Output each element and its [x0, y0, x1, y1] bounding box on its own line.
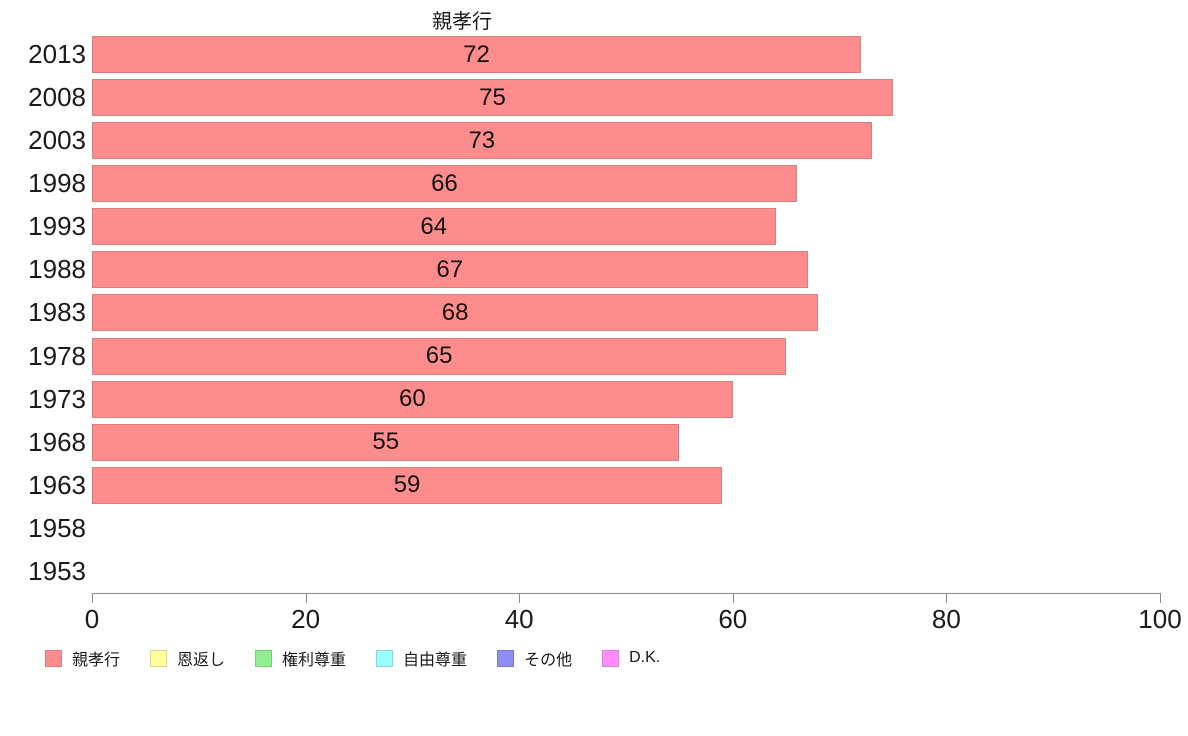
y-axis-label: 1953	[28, 555, 86, 586]
legend-item: D.K.	[602, 649, 660, 667]
bar: 59	[92, 466, 723, 504]
bar-value-label: 64	[420, 212, 448, 240]
chart-row: 1978 65	[0, 335, 1188, 378]
y-axis-label: 1973	[28, 383, 86, 414]
bar-value-label: 60	[399, 385, 426, 413]
bar-value-label: 73	[468, 126, 496, 154]
chart-row: 1953	[0, 550, 1188, 593]
chart-row: 1993 64	[0, 205, 1188, 248]
legend-label: 恩返し	[177, 652, 226, 669]
chart-row: 1988 67	[0, 248, 1188, 291]
chart-row: 1963 59	[0, 464, 1188, 507]
bar-value-label: 59	[393, 471, 421, 499]
y-axis-label: 1993	[28, 211, 86, 242]
y-axis-label: 2003	[28, 125, 86, 156]
bar-value-label: 68	[441, 298, 469, 326]
bar: 72	[92, 36, 861, 74]
legend: 親孝行 恩返し 権利尊重 自由尊重 その他 D.K.	[45, 646, 660, 670]
plot-area: 2013 72 2008 75 2003 73 1998 66 1993 64 1988 67 1983…	[0, 33, 1188, 593]
x-axis-tick	[1160, 593, 1161, 603]
bar-value-label: 65	[425, 342, 453, 370]
x-axis-tick	[305, 593, 307, 603]
legend-item: 恩返し	[150, 646, 225, 670]
chart-row: 1973 60	[0, 378, 1188, 421]
legend-item: その他	[497, 646, 572, 670]
y-axis-label: 1998	[28, 168, 86, 199]
y-axis-label: 1983	[28, 297, 86, 328]
bar: 73	[92, 122, 872, 160]
y-axis-label: 2013	[28, 39, 86, 69]
chart-row: 1998 66	[0, 162, 1188, 205]
y-axis-label: 2008	[28, 82, 86, 113]
legend-swatch	[255, 649, 273, 667]
x-axis-tick-label: 80	[931, 604, 961, 634]
bar: 60	[92, 380, 733, 418]
chart-title: 親孝行	[432, 11, 492, 33]
bar-value-label: 67	[436, 255, 464, 283]
x-axis-tick	[92, 593, 93, 603]
x-axis-tick	[519, 593, 521, 603]
bar: 64	[92, 208, 776, 246]
legend-label: D.K.	[629, 649, 661, 666]
bar-value-label: 66	[431, 169, 458, 197]
x-axis-line	[92, 593, 1161, 594]
x-axis-tick-label: 20	[291, 604, 321, 634]
x-axis-tick-label: 0	[84, 604, 100, 634]
bar: 67	[92, 251, 808, 289]
y-axis-label: 1988	[28, 254, 86, 285]
bar-value-label: 72	[463, 40, 490, 68]
legend-item: 親孝行	[45, 646, 120, 670]
legend-swatch	[497, 649, 515, 667]
bar-value-label: 55	[372, 428, 400, 456]
legend-swatch	[602, 649, 620, 667]
x-axis-tick	[946, 593, 948, 603]
legend-label: 権利尊重	[282, 652, 347, 669]
y-axis-label: 1968	[28, 426, 86, 457]
legend-swatch	[376, 649, 394, 667]
x-axis-tick-label: 40	[504, 604, 534, 634]
y-axis-label: 1978	[28, 340, 86, 371]
chart-row: 1968 55	[0, 421, 1188, 464]
legend-item: 権利尊重	[255, 646, 346, 670]
chart-row: 2008 75	[0, 76, 1188, 119]
bar: 68	[92, 294, 819, 332]
bar: 75	[92, 79, 893, 117]
legend-label: その他	[524, 652, 573, 669]
bar: 55	[92, 423, 680, 461]
x-axis-tick	[732, 593, 734, 603]
chart-row: 1983 68	[0, 291, 1188, 334]
x-axis-tick-label: 100	[1138, 604, 1182, 634]
legend-swatch	[150, 649, 168, 667]
chart-row: 2013 72	[0, 33, 1188, 76]
bar-value-label: 75	[479, 83, 506, 111]
legend-label: 自由尊重	[403, 652, 468, 669]
chart-row: 2003 73	[0, 119, 1188, 162]
legend-label: 親孝行	[72, 652, 121, 669]
legend-item: 自由尊重	[376, 646, 467, 670]
bar: 66	[92, 165, 797, 203]
y-axis-label: 1958	[28, 512, 86, 543]
legend-swatch	[45, 649, 62, 667]
chart-row: 1958	[0, 507, 1188, 550]
y-axis-label: 1963	[28, 469, 86, 500]
x-axis-tick-label: 60	[718, 604, 748, 634]
bar: 65	[92, 337, 787, 375]
